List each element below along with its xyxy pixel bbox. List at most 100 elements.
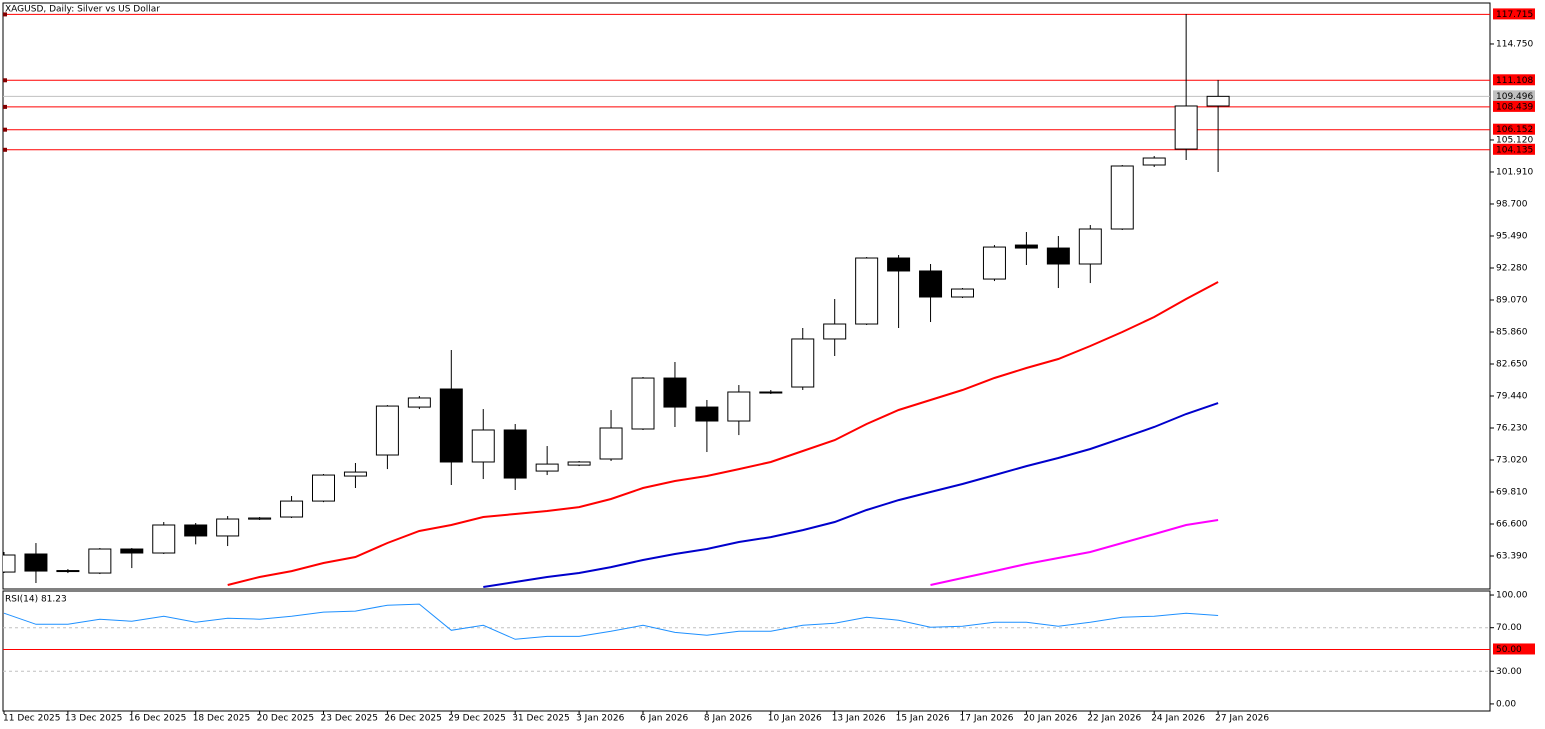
x-tick-label: 18 Dec 2025 xyxy=(193,714,251,724)
level-handle xyxy=(3,127,7,132)
x-tick-label: 23 Dec 2025 xyxy=(321,714,379,724)
y-tick-label: 69.810 xyxy=(1496,487,1528,497)
candle-body xyxy=(407,397,431,408)
candle-body xyxy=(216,518,240,537)
candle-body xyxy=(1174,105,1198,150)
x-tick-label: 26 Dec 2025 xyxy=(384,714,442,724)
level-label-bg xyxy=(1493,123,1535,135)
candle-body xyxy=(855,257,879,325)
axes: 63.390 66.600 69.810 73.020 76.230 79.440 82.6… xyxy=(3,8,1535,724)
candle-body xyxy=(1110,165,1134,230)
candle-body xyxy=(3,554,16,573)
candle-body xyxy=(1014,244,1038,249)
chart-title: XAGUSD, Daily: Silver vs US Dollar xyxy=(5,5,160,15)
x-tick-label: 31 Dec 2025 xyxy=(512,714,570,724)
y-tick-label: 100.00 xyxy=(1496,591,1528,601)
y-tick-label: 70.00 xyxy=(1496,623,1522,633)
level-handle xyxy=(3,147,7,152)
y-tick-label: 82.650 xyxy=(1496,359,1528,369)
x-tick-label: 8 Jan 2026 xyxy=(704,714,752,724)
x-tick-label: 17 Jan 2026 xyxy=(960,714,1014,724)
candle-body xyxy=(823,323,847,340)
x-tick-label: 20 Jan 2026 xyxy=(1023,714,1077,724)
x-tick-label: 13 Jan 2026 xyxy=(832,714,886,724)
x-tick-label: 16 Dec 2025 xyxy=(129,714,187,724)
candle-body xyxy=(631,377,655,430)
rsi-title: RSI(14) 81.23 xyxy=(5,595,67,605)
y-tick-label: 85.860 xyxy=(1496,327,1528,337)
y-tick-label: 66.600 xyxy=(1496,519,1528,529)
level-label-bg xyxy=(1493,100,1535,112)
level-label: 111.108 xyxy=(1496,76,1533,86)
candle-body xyxy=(1206,95,1230,107)
x-tick-label: 11 Dec 2025 xyxy=(3,714,61,724)
y-tick-label: 92.280 xyxy=(1496,263,1528,273)
moving-average xyxy=(483,402,1219,588)
y-tick-label: 114.750 xyxy=(1496,39,1533,49)
main-plot xyxy=(3,13,1490,588)
candle-body xyxy=(503,429,527,479)
y-tick-label: 63.390 xyxy=(1496,552,1528,562)
candle-body xyxy=(184,524,208,537)
level-label-bg xyxy=(1493,643,1535,655)
x-tick-label: 15 Jan 2026 xyxy=(896,714,950,724)
moving-average xyxy=(227,281,1219,586)
y-tick-label: 98.700 xyxy=(1496,199,1528,209)
candle-body xyxy=(887,257,911,272)
candle-body xyxy=(120,548,144,554)
level-label: 104.135 xyxy=(1496,145,1533,155)
candle-body xyxy=(1142,157,1166,166)
y-tick-label: 105.120 xyxy=(1496,135,1533,145)
main-panel xyxy=(2,2,1491,590)
candle-body xyxy=(727,391,751,422)
rsi-panel xyxy=(2,590,1491,712)
y-tick-label: 76.230 xyxy=(1496,423,1528,433)
candle-body xyxy=(1046,247,1070,265)
level-handle xyxy=(3,104,7,109)
y-tick-label: 30.00 xyxy=(1496,667,1522,677)
y-tick-label: 0.00 xyxy=(1496,699,1516,709)
candle-body xyxy=(375,405,399,456)
candle-body xyxy=(982,246,1006,280)
level-label-bg xyxy=(1493,8,1535,20)
candle-body xyxy=(951,288,974,298)
candle-body xyxy=(24,553,48,572)
candle-body xyxy=(919,270,943,298)
level-label-bg xyxy=(1493,74,1535,86)
y-tick-label: 95.490 xyxy=(1496,231,1528,241)
level-label-bg xyxy=(1493,143,1535,155)
candle-body xyxy=(1078,228,1102,265)
candle-body xyxy=(280,500,304,518)
x-tick-label: 24 Jan 2026 xyxy=(1151,714,1205,724)
candle-body xyxy=(759,391,783,394)
x-tick-label: 20 Dec 2025 xyxy=(257,714,315,724)
level-label-bg xyxy=(1493,90,1535,102)
y-tick-label: 101.910 xyxy=(1496,167,1533,177)
candle-body xyxy=(343,471,367,477)
candle-body xyxy=(471,429,495,463)
level-label: 106.152 xyxy=(1496,125,1533,135)
level-label: 108.439 xyxy=(1496,102,1533,112)
x-tick-label: 29 Dec 2025 xyxy=(448,714,506,724)
x-tick-label: 3 Jan 2026 xyxy=(576,714,624,724)
rsi-plot xyxy=(3,603,1490,672)
y-tick-label: 73.020 xyxy=(1496,455,1528,465)
level-handle xyxy=(3,78,7,83)
y-tick-label: 89.070 xyxy=(1496,295,1528,305)
candle-body xyxy=(599,427,623,460)
x-tick-label: 13 Dec 2025 xyxy=(65,714,123,724)
x-tick-label: 10 Jan 2026 xyxy=(768,714,822,724)
candle-body xyxy=(695,406,719,422)
rsi-line xyxy=(3,603,1219,640)
x-tick-label: 6 Jan 2026 xyxy=(640,714,688,724)
level-label: 50.00 xyxy=(1496,645,1522,655)
candle-body xyxy=(88,548,112,574)
candle-body xyxy=(312,474,335,502)
moving-average xyxy=(930,519,1219,586)
candle-body xyxy=(663,377,687,408)
candle-body xyxy=(439,388,463,463)
level-label: 117.715 xyxy=(1496,10,1533,20)
candle-body xyxy=(152,524,176,554)
